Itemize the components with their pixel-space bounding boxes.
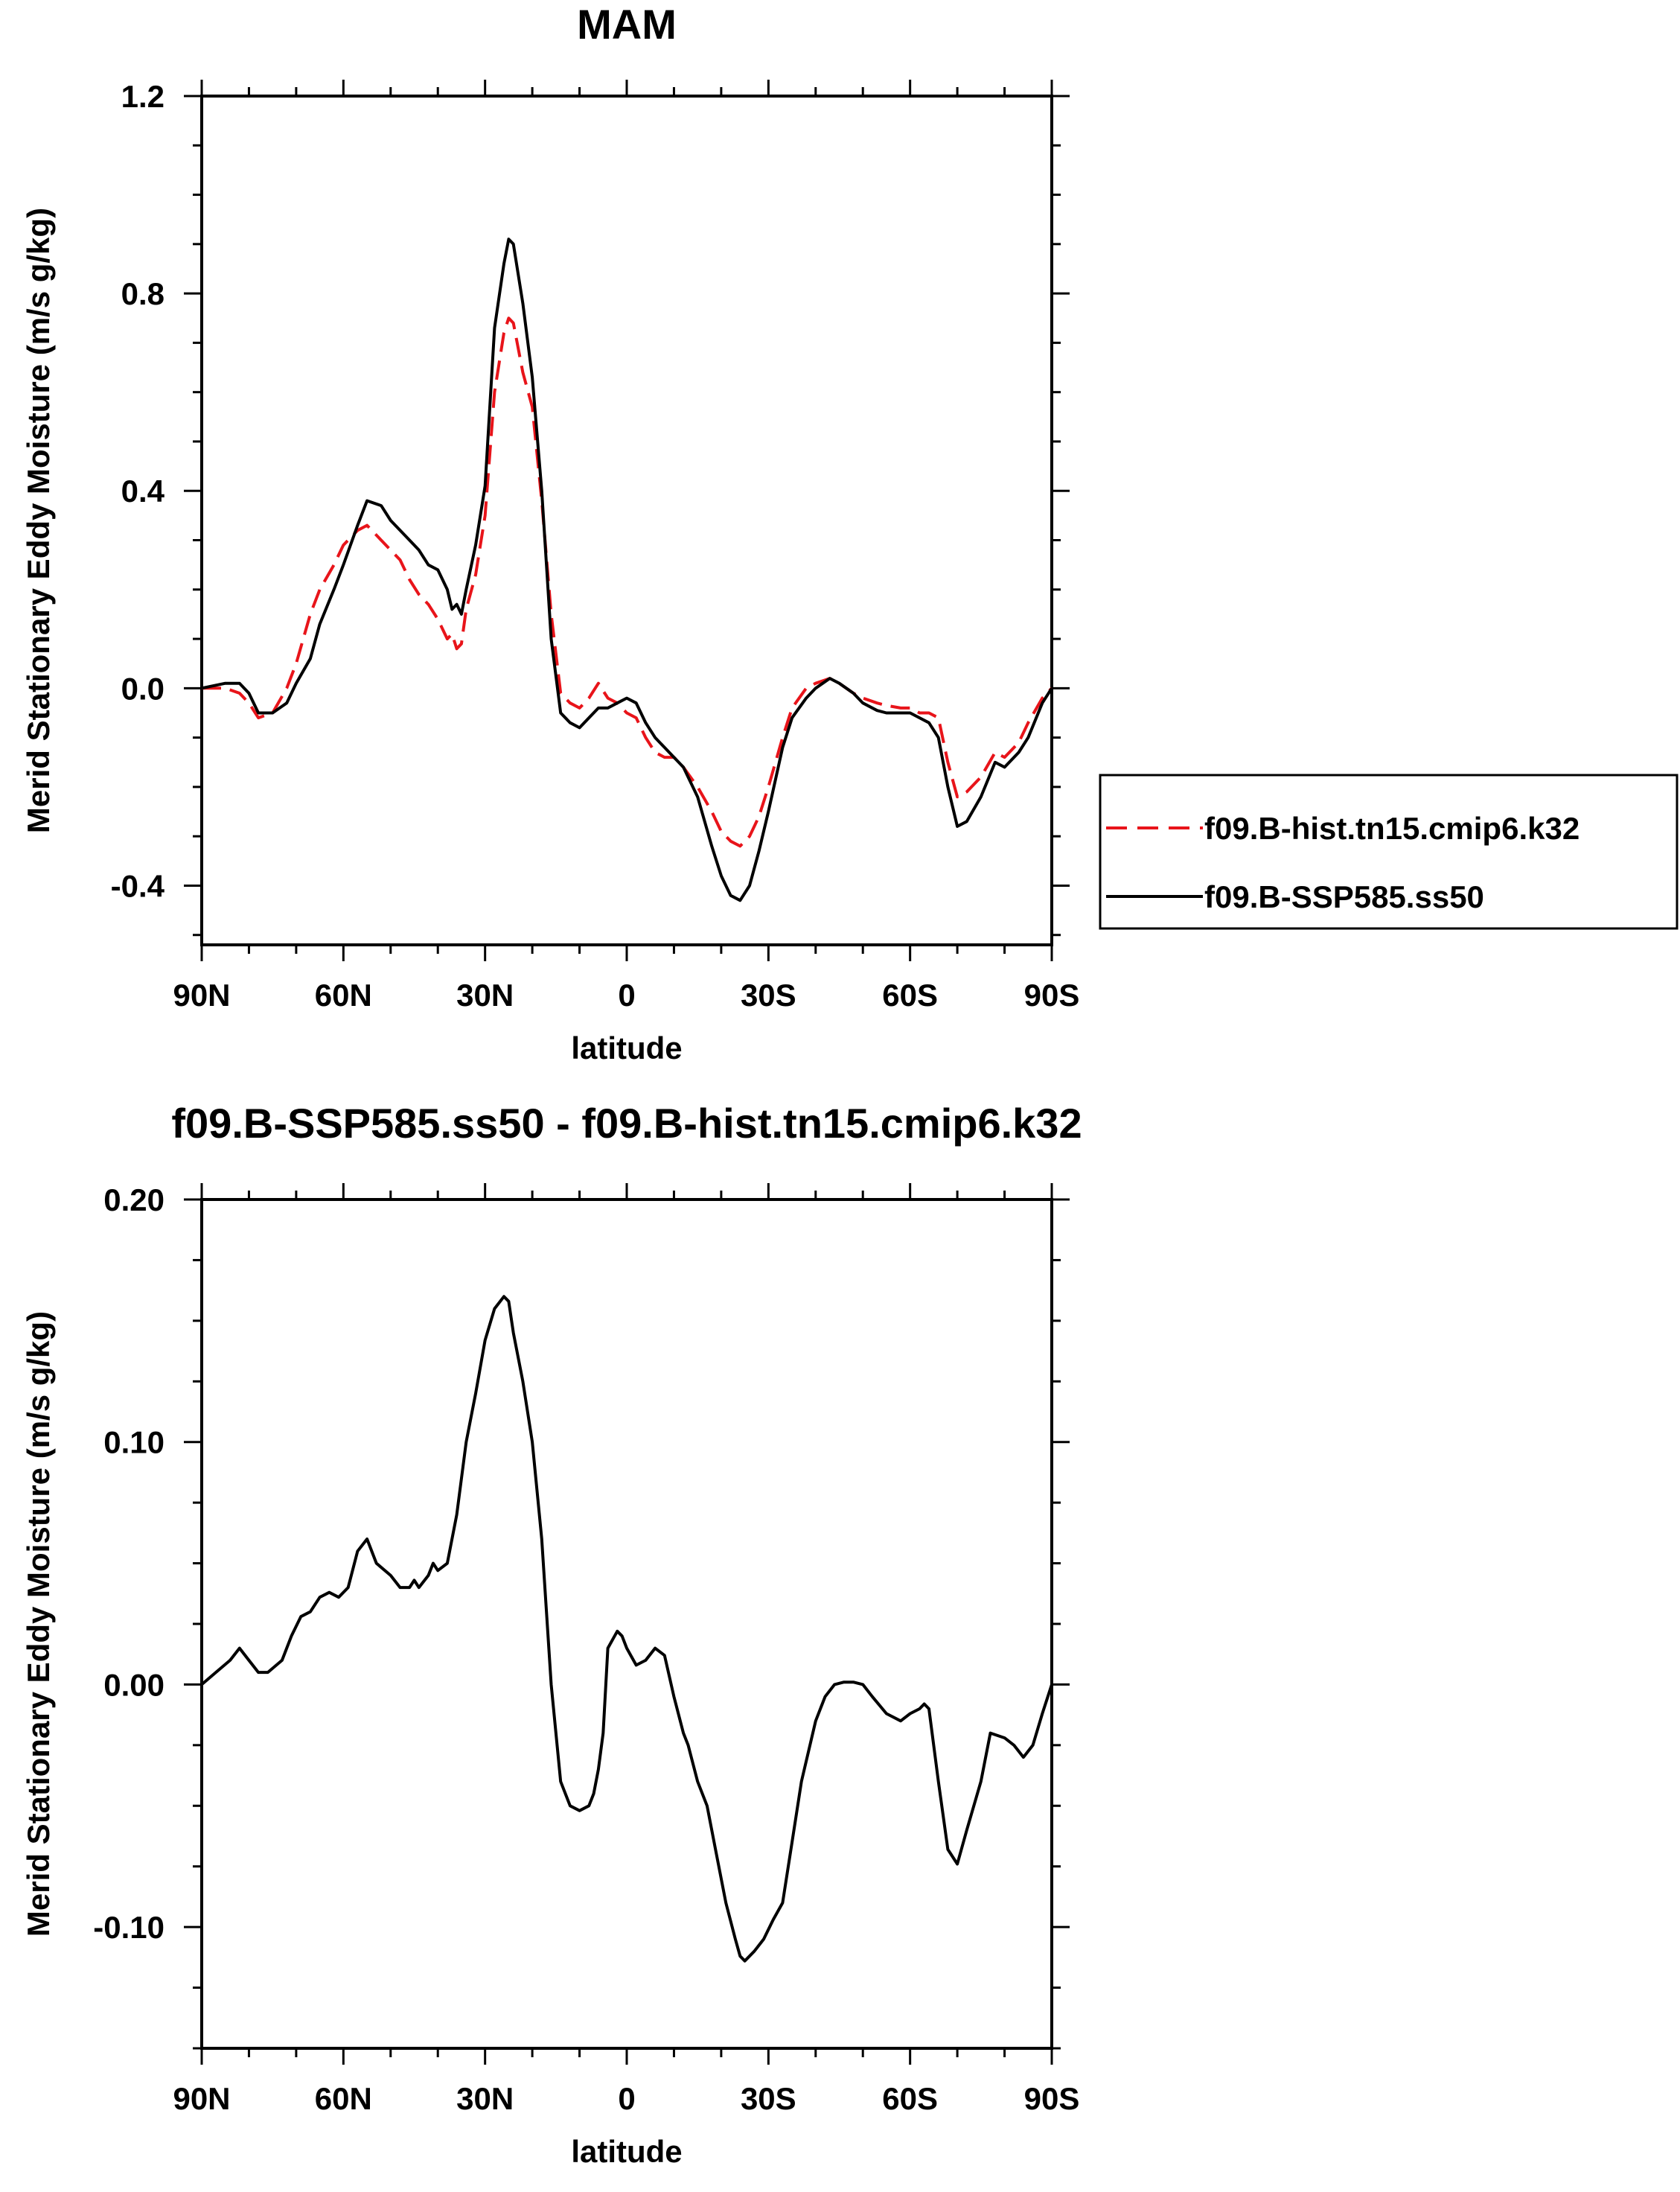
y-tick-label: 1.2 [121,79,165,114]
x-tick-label: 90S [1024,978,1080,1013]
panel-mam-frame [200,95,1053,946]
x-tick-label: 90N [173,978,230,1013]
x-tick-label: 60N [315,978,372,1013]
legend-box [1099,774,1679,930]
series-line-0 [202,316,1053,848]
y-tick-label: 0.0 [121,671,165,706]
series-line-0 [200,1295,1053,1963]
legend-label-ssp585: f09.B-SSP585.ss50 [1204,879,1484,914]
panel-difference-ylabel: Merid Stationary Eddy Moisture (m/s g/kg… [21,1311,56,1937]
x-tick-label: 0 [618,978,635,1013]
x-tick-label: 90S [1024,2081,1080,2116]
x-tick-label: 30N [456,978,514,1013]
y-tick-label: 0.20 [103,1182,165,1217]
y-tick-label: 0.10 [103,1425,165,1460]
panel-mam-ylabel: Merid Stationary Eddy Moisture (m/s g/kg… [21,208,56,833]
x-tick-label: 90N [173,2081,230,2116]
y-tick-label: -0.4 [111,868,165,903]
y-tick-label: 0.00 [103,1667,165,1702]
panel-difference-xlabel: latitude [571,2134,682,2169]
panel-mam-title: MAM [577,1,677,48]
y-tick-label: 0.4 [121,474,165,509]
panel-difference-series [200,1295,1053,1963]
x-tick-label: 0 [618,2081,635,2116]
legend-label-hist: f09.B-hist.tn15.cmip6.k32 [1204,811,1580,846]
panel-mam-ticks [184,80,1070,961]
panel-mam-xtick-labels: 90N 60N 30N 0 30S 60S 90S [173,978,1079,1013]
panel-mam: MAM 90N 60N 30N 0 30S 60S 90S -0.4 0.0 0.4 0.8 1.2… [21,1,1679,1065]
x-tick-label: 60S [882,978,938,1013]
x-tick-label: 60S [882,2081,938,2116]
panel-mam-ytick-labels: -0.4 0.0 0.4 0.8 1.2 [111,79,165,903]
x-tick-label: 30N [456,2081,514,2116]
series-line-1 [201,238,1053,902]
x-tick-label: 60N [315,2081,372,2116]
panel-difference-title: f09.B-SSP585.ss50 - f09.B-hist.tn15.cmip… [171,1100,1082,1147]
panel-difference-frame [200,1198,1053,2050]
y-tick-label: -0.10 [93,1910,165,1945]
panel-difference-xtick-labels: 90N 60N 30N 0 30S 60S 90S [173,2081,1079,2116]
panel-difference-ticks [184,1183,1070,2065]
x-tick-label: 30S [741,2081,796,2116]
panel-difference: f09.B-SSP585.ss50 - f09.B-hist.tn15.cmip… [21,1100,1082,2169]
legend: f09.B-hist.tn15.cmip6.k32 f09.B-SSP585.s… [1099,774,1679,930]
panel-difference-ytick-labels: -0.10 0.00 0.10 0.20 [93,1182,165,1945]
y-tick-label: 0.8 [121,276,165,311]
panel-mam-xlabel: latitude [571,1030,682,1065]
panel-mam-series [201,238,1053,902]
x-tick-label: 30S [741,978,796,1013]
